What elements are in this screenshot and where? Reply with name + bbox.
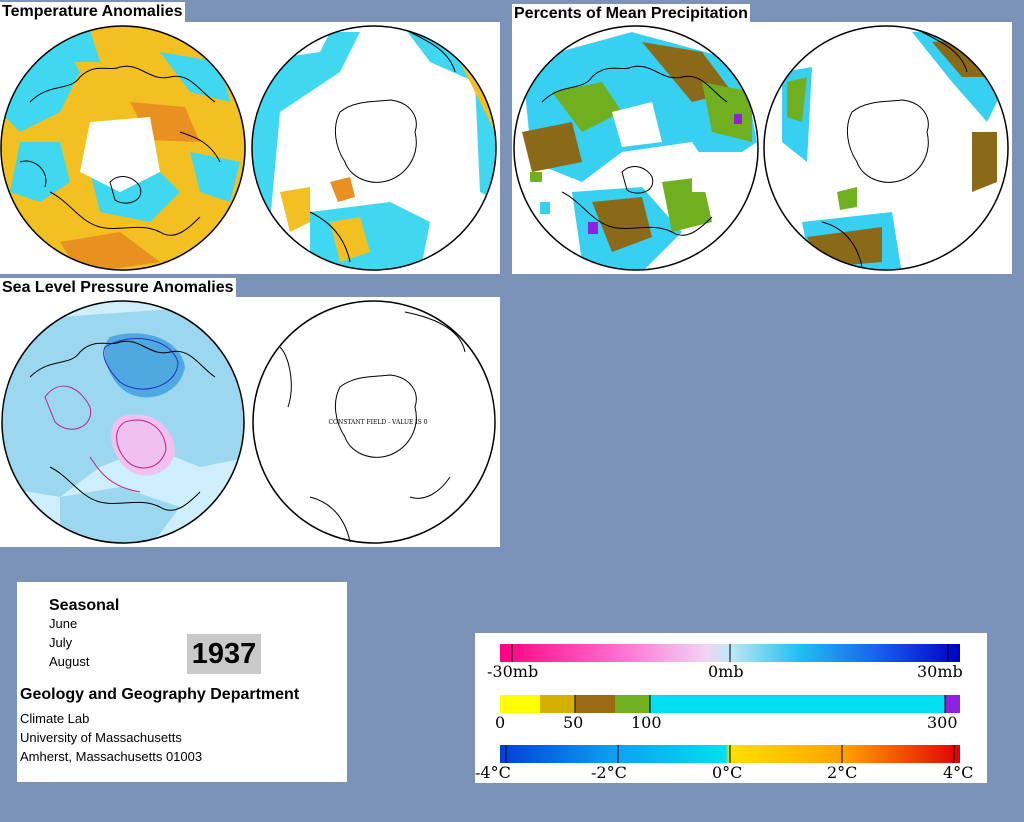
pressure-title: Sea Level Pressure Anomalies bbox=[0, 278, 236, 298]
precip-tick-100: 100 bbox=[631, 713, 662, 732]
month-july: July bbox=[49, 635, 73, 650]
temp-tick-minus2: -2°C bbox=[591, 763, 627, 782]
temperature-southern-hemisphere-map bbox=[251, 25, 497, 271]
temp-tick-0: 0°C bbox=[712, 763, 743, 782]
month-august: August bbox=[49, 654, 90, 669]
department-name: Geology and Geography Department bbox=[20, 686, 300, 703]
precip-tick-50: 50 bbox=[563, 713, 584, 732]
pressure-tick-mid: 0mb bbox=[708, 662, 744, 681]
address-line-1: Climate Lab bbox=[20, 711, 90, 726]
legend-box: -30mb 0mb 30mb 0 50 100 300 bbox=[475, 633, 987, 783]
precipitation-colorbar bbox=[500, 695, 960, 713]
pressure-colorbar bbox=[500, 644, 960, 662]
temperature-northern-hemisphere-map bbox=[0, 25, 246, 271]
precipitation-title: Percents of Mean Precipitation bbox=[512, 4, 750, 24]
temp-tick-4: 4°C bbox=[943, 763, 974, 782]
temperature-colorbar bbox=[500, 745, 960, 763]
pressure-southern-hemisphere-map: CONSTANT FIELD - VALUE IS 0 bbox=[252, 300, 496, 544]
address-line-3: Amherst, Massachusetts 01003 bbox=[20, 749, 203, 764]
precipitation-southern-hemisphere-map bbox=[763, 25, 1009, 271]
constant-field-note: CONSTANT FIELD - VALUE IS 0 bbox=[328, 419, 427, 426]
month-june: June bbox=[49, 616, 78, 631]
temp-tick-minus4: -4°C bbox=[475, 763, 511, 782]
year-badge: 1937 bbox=[187, 634, 261, 674]
pressure-tick-max: 30mb bbox=[917, 662, 963, 681]
precip-tick-300: 300 bbox=[927, 713, 958, 732]
precipitation-northern-hemisphere-map bbox=[513, 25, 759, 271]
pressure-tick-min: -30mb bbox=[487, 662, 539, 681]
precip-tick-0: 0 bbox=[495, 713, 506, 732]
address-line-2: University of Massachusetts bbox=[20, 730, 182, 745]
info-box: Seasonal June July August 1937 Geology a… bbox=[17, 582, 347, 782]
temperature-title: Temperature Anomalies bbox=[0, 2, 185, 22]
pressure-northern-hemisphere-map bbox=[1, 300, 245, 544]
temp-tick-2: 2°C bbox=[827, 763, 858, 782]
season-label: Seasonal bbox=[49, 597, 120, 614]
